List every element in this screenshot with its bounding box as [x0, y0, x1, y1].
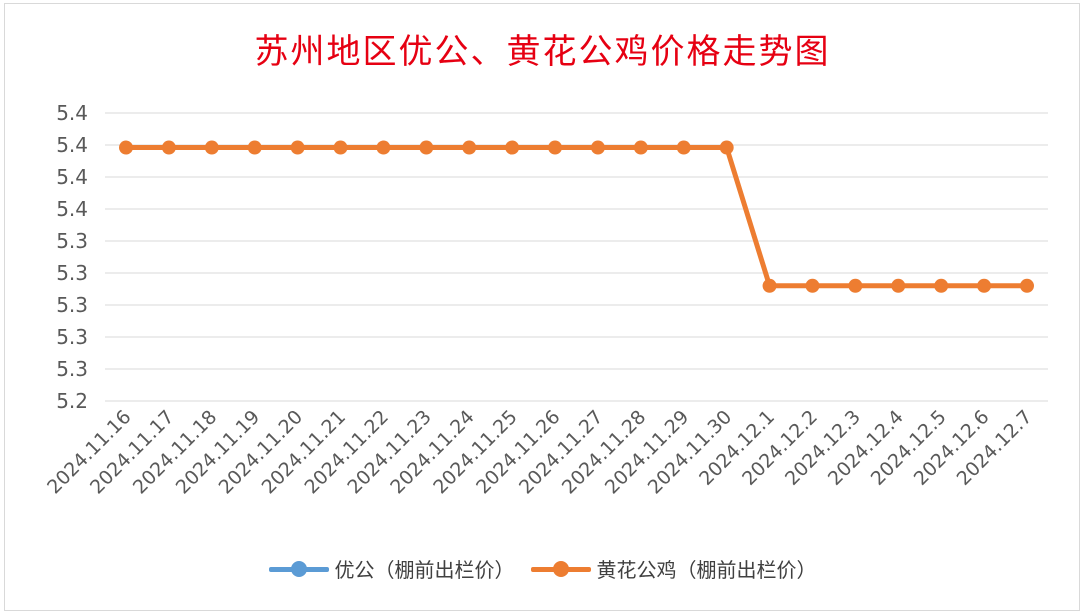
- data-point: [247, 140, 262, 155]
- data-point: [376, 140, 391, 155]
- data-point: [848, 278, 863, 293]
- data-point: [977, 278, 992, 293]
- data-point: [505, 140, 520, 155]
- legend-item-series-1[interactable]: 黄花公鸡（棚前出栏价）: [530, 554, 817, 583]
- data-point: [462, 140, 477, 155]
- data-point: [633, 140, 648, 155]
- data-point: [676, 140, 691, 155]
- data-point: [762, 278, 777, 293]
- data-point: [548, 140, 563, 155]
- y-tick-label: 5.4: [56, 133, 88, 157]
- legend: 优公（棚前出栏价） 黄花公鸡（棚前出栏价）: [0, 554, 1085, 583]
- y-tick-label: 5.3: [56, 325, 88, 349]
- y-tick-label: 5.4: [56, 165, 88, 189]
- data-point: [290, 140, 305, 155]
- y-tick-label: 5.2: [56, 389, 88, 413]
- data-point: [1020, 278, 1034, 293]
- series-line-1: [126, 145, 1027, 289]
- data-point: [590, 140, 605, 155]
- data-point: [719, 140, 734, 155]
- data-point: [419, 140, 434, 155]
- legend-item-series-0[interactable]: 优公（棚前出栏价）: [268, 554, 515, 583]
- data-point: [204, 140, 219, 155]
- y-tick-label: 5.4: [56, 197, 88, 221]
- y-tick-label: 5.3: [56, 293, 88, 317]
- chart-title: 苏州地区优公、黄花公鸡价格走势图: [254, 32, 831, 72]
- y-tick-label: 5.4: [56, 101, 88, 125]
- legend-label-series-0: 优公（棚前出栏价）: [334, 558, 515, 582]
- chart-frame: [4, 3, 1080, 611]
- legend-marker-series-0: [268, 560, 329, 577]
- data-point: [934, 278, 949, 293]
- y-tick-label: 5.3: [56, 261, 88, 285]
- y-tick-label: 5.3: [56, 357, 88, 381]
- data-point: [161, 140, 176, 155]
- data-point: [891, 278, 906, 293]
- data-point: [333, 140, 348, 155]
- legend-marker-series-1: [530, 560, 591, 577]
- y-tick-label: 5.3: [56, 229, 88, 253]
- data-point: [119, 140, 133, 155]
- legend-label-series-1: 黄花公鸡（棚前出栏价）: [596, 558, 817, 582]
- data-point: [805, 278, 820, 293]
